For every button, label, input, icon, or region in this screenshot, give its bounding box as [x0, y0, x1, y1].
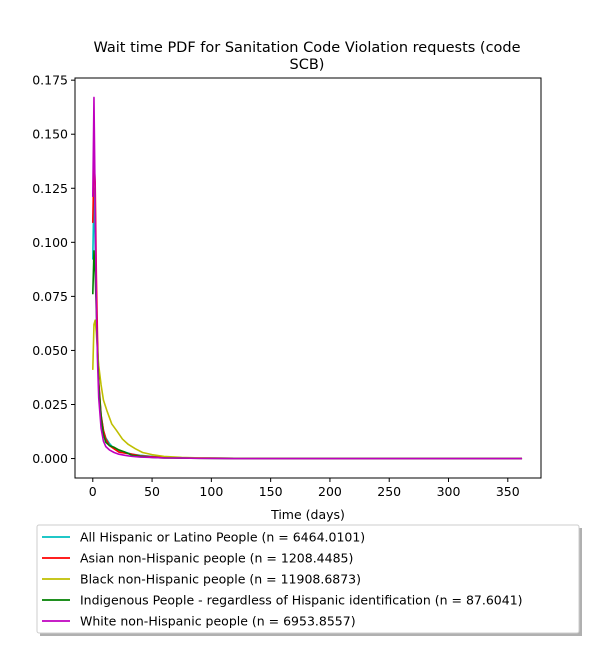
x-tick-label: 100 [199, 484, 223, 499]
legend-label-2: Black non-Hispanic people (n = 11908.687… [80, 572, 361, 587]
legend-label-0: All Hispanic or Latino People (n = 6464.… [80, 530, 365, 545]
y-tick-label: 0.175 [32, 73, 68, 88]
legend-label-4: White non-Hispanic people (n = 6953.8557… [80, 614, 356, 629]
y-tick-label: 0.000 [32, 451, 68, 466]
x-axis-label: Time (days) [270, 507, 345, 522]
x-tick-label: 0 [89, 484, 97, 499]
y-tick-label: 0.125 [32, 181, 68, 196]
plot-area [74, 77, 542, 479]
y-tick-label: 0.025 [32, 397, 68, 412]
legend-box [36, 524, 580, 634]
series-line-4 [91, 96, 523, 460]
legend: All Hispanic or Latino People (n = 6464.… [42, 530, 523, 629]
x-tick-label: 350 [496, 484, 520, 499]
x-tick-label: 200 [318, 484, 342, 499]
chart-title-line2: SCB) [290, 57, 325, 73]
y-axis: 0.000 0.025 0.050 0.075 0.100 0.125 0.150 0.175 [32, 73, 75, 466]
x-tick-label: 300 [437, 484, 461, 499]
x-axis: 0 50 100 150 200 250 300 350 [89, 478, 520, 499]
y-tick-label: 0.150 [32, 127, 68, 142]
legend-label-1: Asian non-Hispanic people (n = 1208.4485… [80, 551, 353, 566]
x-tick-label: 150 [259, 484, 283, 499]
x-tick-label: 250 [377, 484, 401, 499]
x-tick-label: 50 [144, 484, 160, 499]
series-group [91, 96, 523, 460]
y-tick-label: 0.075 [32, 289, 68, 304]
y-tick-label: 0.100 [32, 235, 68, 250]
legend-label-3: Indigenous People - regardless of Hispan… [80, 593, 523, 608]
chart-title-line1: Wait time PDF for Sanitation Code Violat… [93, 40, 520, 56]
y-tick-label: 0.050 [32, 343, 68, 358]
